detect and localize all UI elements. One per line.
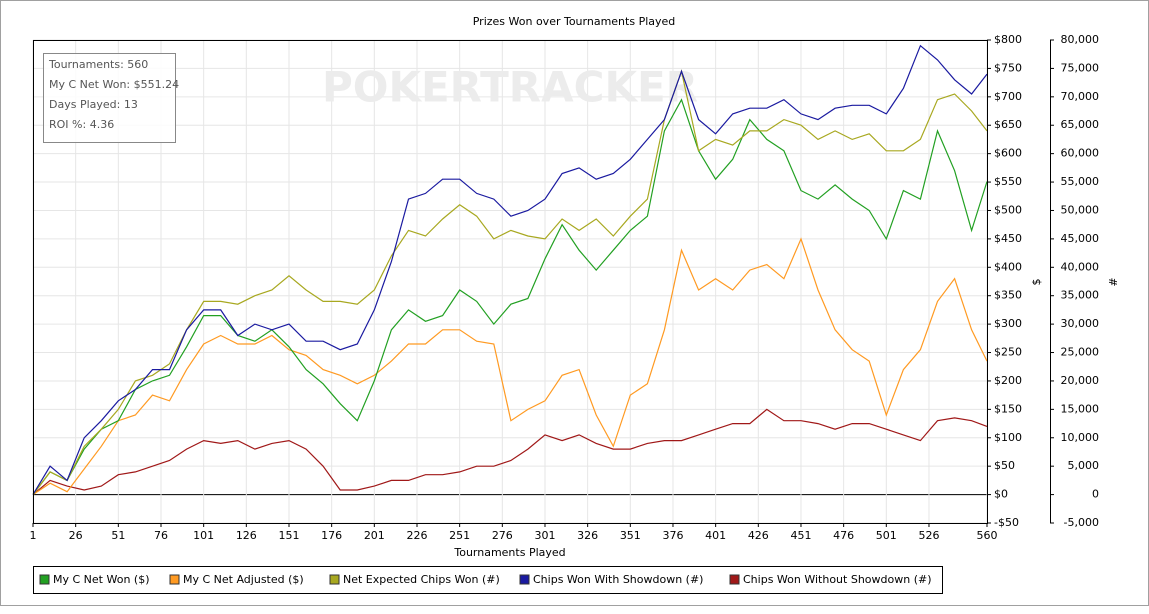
watermark: POKERTRACKER (322, 63, 698, 112)
x-tick-label: 401 (705, 529, 726, 542)
y2-tick-label: 80,000 (1061, 33, 1100, 46)
x-tick-label: 76 (154, 529, 168, 542)
info-box (43, 53, 176, 143)
legend-label: Chips Won Without Showdown (#) (743, 573, 932, 586)
y-tick-label: $200 (994, 374, 1022, 387)
legend-label: Chips Won With Showdown (#) (533, 573, 703, 586)
y2-tick-label: 60,000 (1061, 147, 1100, 160)
x-tick-label: 526 (918, 529, 939, 542)
legend-swatch (169, 574, 180, 585)
info-text: ROI %: 4.36 (49, 118, 114, 131)
x-tick-label: 476 (833, 529, 854, 542)
y2-tick-label: 20,000 (1061, 374, 1100, 387)
series-line (32, 44, 988, 495)
x-tick-label: 51 (111, 529, 125, 542)
x-tick-label: 251 (449, 529, 470, 542)
plot-border (33, 40, 988, 524)
x-tick-label: 126 (236, 529, 257, 542)
x-tick-label: 426 (748, 529, 769, 542)
y-tick-label: $650 (994, 118, 1022, 131)
y2-tick-label: -5,000 (1064, 516, 1099, 529)
y2-tick-label: 10,000 (1061, 431, 1100, 444)
legend-swatch (39, 574, 50, 585)
y-tick-label: $250 (994, 346, 1022, 359)
info-text: Tournaments: 560 (48, 58, 148, 71)
x-tick-label: 376 (662, 529, 683, 542)
x-tick-label: 276 (492, 529, 513, 542)
x-tick-label: 451 (790, 529, 811, 542)
x-tick-label: 501 (876, 529, 897, 542)
series-line (32, 237, 988, 496)
y2-tick-label: 50,000 (1061, 203, 1100, 216)
y-tick-label: $150 (994, 402, 1022, 415)
series-line (32, 69, 988, 495)
legend-label: My C Net Adjusted ($) (183, 573, 304, 586)
legend-swatch (729, 574, 740, 585)
x-tick-label: 26 (69, 529, 83, 542)
y2-tick-label: 5,000 (1068, 459, 1100, 472)
y-axis-title: $ (1030, 279, 1043, 286)
x-tick-label: 351 (620, 529, 641, 542)
y-tick-label: $700 (994, 90, 1022, 103)
y-tick-label: $400 (994, 260, 1022, 273)
y-tick-label: $50 (994, 459, 1015, 472)
y-tick-label: $350 (994, 289, 1022, 302)
y-tick-label: $450 (994, 232, 1022, 245)
series-line (32, 408, 988, 496)
y2-tick-label: 0 (1092, 488, 1099, 501)
legend-swatch (519, 574, 530, 585)
y2-tick-label: 75,000 (1061, 61, 1100, 74)
x-tick-label: 301 (534, 529, 555, 542)
y2-tick-label: 25,000 (1061, 346, 1100, 359)
x-tick-label: 151 (278, 529, 299, 542)
x-tick-label: 101 (193, 529, 214, 542)
x-tick-label: 326 (577, 529, 598, 542)
y-tick-label: $300 (994, 317, 1022, 330)
legend-label: My C Net Won ($) (53, 573, 150, 586)
y-tick-label: $500 (994, 203, 1022, 216)
y2-tick-label: 45,000 (1061, 232, 1100, 245)
legend-swatch (329, 574, 340, 585)
x-tick-label: 176 (321, 529, 342, 542)
series-line (32, 98, 988, 495)
y2-tick-label: 70,000 (1061, 90, 1100, 103)
y-tick-label: $750 (994, 61, 1022, 74)
y2-axis-title: # (1107, 277, 1120, 286)
info-text: Days Played: 13 (49, 98, 138, 111)
x-tick-label: 226 (406, 529, 427, 542)
x-tick-label: 1 (30, 529, 37, 542)
y-tick-label: $600 (994, 147, 1022, 160)
y2-tick-label: 55,000 (1061, 175, 1100, 188)
y2-tick-label: 65,000 (1061, 118, 1100, 131)
y2-tick-label: 40,000 (1061, 260, 1100, 273)
info-text: My C Net Won: $551.24 (49, 78, 179, 91)
y2-tick-label: 15,000 (1061, 402, 1100, 415)
legend-box (33, 566, 943, 594)
y-tick-label: -$50 (994, 516, 1019, 529)
y-tick-label: $100 (994, 431, 1022, 444)
y2-tick-label: 30,000 (1061, 317, 1100, 330)
y2-tick-label: 35,000 (1061, 289, 1100, 302)
chart-title: Prizes Won over Tournaments Played (473, 15, 676, 28)
y-tick-label: $0 (994, 488, 1008, 501)
x-tick-label: 560 (977, 529, 998, 542)
y-tick-label: $800 (994, 33, 1022, 46)
y-tick-label: $550 (994, 175, 1022, 188)
legend-label: Net Expected Chips Won (#) (343, 573, 500, 586)
x-tick-label: 201 (364, 529, 385, 542)
x-axis-title: Tournaments Played (453, 546, 565, 559)
